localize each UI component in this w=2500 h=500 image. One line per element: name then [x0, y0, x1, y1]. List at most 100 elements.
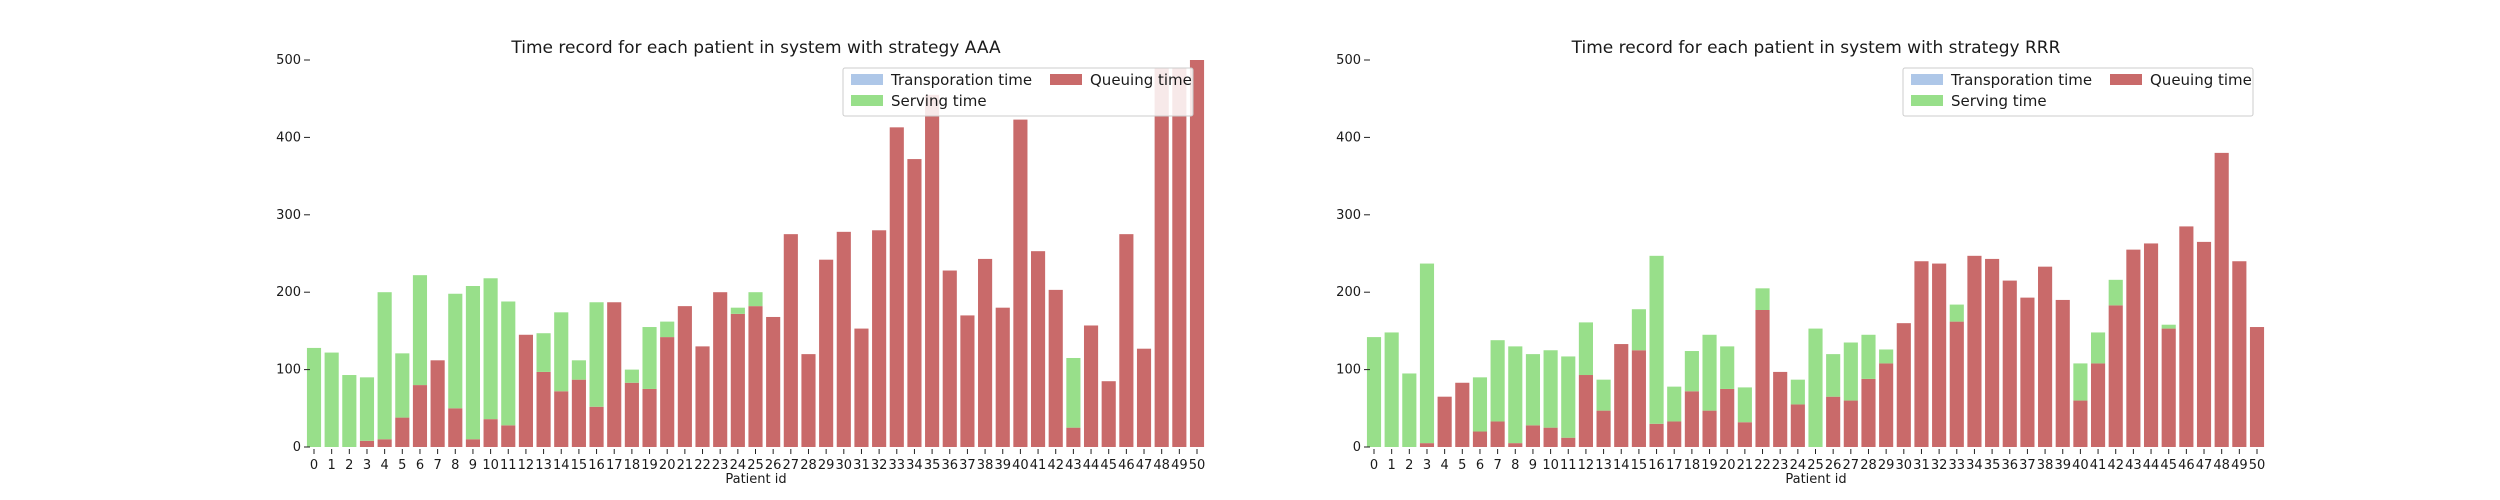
bar-queuing-35: [925, 94, 940, 447]
bar-serving-13: [536, 333, 551, 372]
x-tick-label: 35: [924, 458, 941, 473]
legend-label-transport: Transporation time: [890, 71, 1032, 89]
y-tick-label: 400: [1336, 130, 1361, 145]
bar-serving-15: [571, 360, 586, 380]
x-tick-label: 36: [941, 458, 958, 473]
bar-serving-15: [1631, 309, 1646, 351]
x-tick-label: 43: [2125, 458, 2142, 473]
bar-queuing-43: [1066, 427, 1081, 447]
bar-serving-27: [1843, 342, 1858, 401]
x-tick-label: 10: [1542, 458, 1559, 473]
bar-serving-9: [465, 286, 481, 440]
bar-serving-11: [501, 301, 516, 426]
bar-queuing-42: [2108, 305, 2123, 447]
bar-queuing-44: [1083, 325, 1099, 447]
bar-queuing-11: [501, 425, 516, 447]
x-tick-label: 9: [1529, 458, 1537, 473]
y-axis: 0 100 200 300 400 500: [276, 53, 310, 455]
y-axis: 0 100 200 300 400 500: [1336, 53, 1370, 455]
bar-serving-3: [1419, 263, 1435, 444]
x-tick-label: 14: [553, 458, 570, 473]
y-tick-label: 200: [1336, 285, 1361, 300]
x-tick-label: 9: [469, 458, 477, 473]
x-tick-label: 25: [1807, 458, 1824, 473]
x-tick-label: 13: [535, 458, 552, 473]
y-tick-label: 300: [1336, 208, 1361, 223]
legend-label-transport: Transporation time: [1950, 71, 2092, 89]
y-tick-label: 300: [276, 208, 301, 223]
bar-queuing-29: [819, 259, 834, 447]
bar-serving-41: [2091, 332, 2106, 364]
bar-queuing-40: [1013, 119, 1028, 447]
x-tick-label: 27: [783, 458, 800, 473]
bar-serving-6: [412, 275, 428, 386]
bar-serving-19: [1702, 334, 1717, 411]
legend-swatch-transport: [851, 74, 883, 85]
bar-serving-16: [1649, 255, 1664, 424]
x-axis-label: Patient id: [1785, 472, 1846, 487]
bar-serving-16: [589, 302, 604, 407]
bar-queuing-22: [695, 346, 710, 447]
chart-title: Time record for each patient in system w…: [1571, 38, 2061, 58]
bar-layer: [306, 60, 1205, 448]
x-tick-label: 10: [482, 458, 499, 473]
bar-queuing-49: [1172, 67, 1187, 448]
bar-queuing-16: [1649, 423, 1664, 447]
bar-queuing-39: [995, 307, 1010, 447]
bar-serving-19: [642, 327, 657, 389]
bar-queuing-13: [1596, 410, 1611, 447]
x-tick-label: 42: [2107, 458, 2124, 473]
bar-queuing-38: [2038, 266, 2053, 447]
x-tick-label: 5: [1458, 458, 1466, 473]
x-tick-label: 6: [416, 458, 424, 473]
x-tick-label: 41: [2090, 458, 2107, 473]
bar-queuing-13: [536, 371, 551, 447]
bar-queuing-23: [713, 292, 728, 447]
bar-serving-12: [1578, 322, 1593, 376]
bar-queuing-15: [1631, 350, 1646, 447]
bar-serving-10: [1543, 350, 1558, 428]
bar-serving-9: [1525, 354, 1541, 426]
legend: Transporation time Serving time Queuing …: [1902, 67, 2254, 117]
bar-queuing-41: [2091, 363, 2106, 447]
x-tick-label: 8: [451, 458, 459, 473]
bar-queuing-21: [677, 306, 692, 447]
bar-queuing-34: [1967, 255, 1982, 447]
bar-queuing-7: [1490, 421, 1505, 447]
bar-serving-20: [660, 321, 675, 338]
bar-serving-40: [2073, 363, 2088, 401]
legend-swatch-queuing: [1050, 74, 1082, 85]
x-tick-label: 4: [1440, 458, 1448, 473]
bar-queuing-19: [642, 388, 657, 447]
legend-label-queuing: Queuing time: [1090, 71, 1192, 89]
x-tick-label: 23: [712, 458, 729, 473]
x-tick-label: 32: [1931, 458, 1948, 473]
x-tick-label: 48: [2213, 458, 2230, 473]
x-tick-label: 22: [1754, 458, 1771, 473]
bar-queuing-3: [359, 440, 375, 447]
y-tick-label: 0: [293, 440, 301, 455]
bar-queuing-25: [748, 306, 763, 447]
x-axis: 0 1 2 3 4 5 6 7 8 9 10 11 12 13 14 15 16 17 18 19 20 21 22 23 24…: [310, 449, 1205, 473]
x-tick-label: 41: [1030, 458, 1047, 473]
bar-queuing-48: [2214, 152, 2229, 447]
x-tick-label: 23: [1772, 458, 1789, 473]
bar-serving-22: [1755, 288, 1770, 310]
bar-queuing-9: [1525, 425, 1541, 447]
bar-serving-6: [1472, 377, 1488, 432]
bar-serving-18: [624, 369, 639, 383]
legend-swatch-transport: [1911, 74, 1943, 85]
x-tick-label: 38: [977, 458, 994, 473]
bar-queuing-10: [483, 419, 498, 447]
bar-queuing-9: [465, 439, 481, 447]
bar-queuing-35: [1985, 258, 2000, 447]
x-tick-label: 18: [624, 458, 641, 473]
bar-queuing-8: [448, 408, 463, 447]
x-tick-label: 33: [889, 458, 906, 473]
legend-label-serving: Serving time: [891, 92, 987, 110]
bar-queuing-14: [554, 391, 569, 447]
bar-queuing-23: [1773, 371, 1788, 447]
bar-layer: [1366, 152, 2265, 447]
x-tick-label: 31: [1913, 458, 1930, 473]
bar-serving-7: [1490, 340, 1505, 422]
